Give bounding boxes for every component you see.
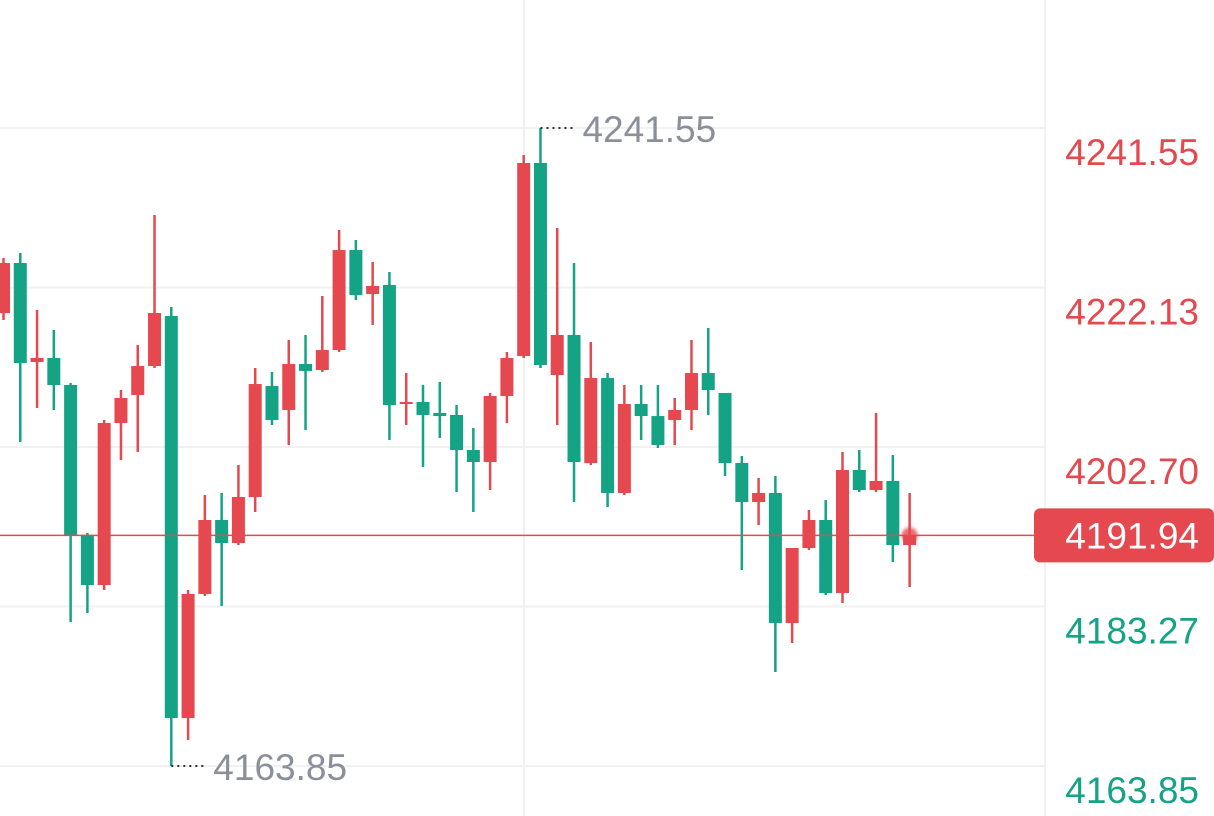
- candle-body: [617, 403, 631, 493]
- last-price-badge: [1034, 508, 1214, 563]
- candle-body: [248, 384, 262, 498]
- candle-body: [299, 363, 313, 371]
- last-price-dot: [901, 527, 918, 544]
- candle-body: [164, 316, 178, 719]
- candle-body: [567, 335, 581, 463]
- candle-body: [634, 403, 648, 417]
- candle-body: [701, 373, 715, 391]
- candle-body: [785, 547, 799, 624]
- candle-body: [80, 535, 94, 586]
- candle-body: [836, 469, 849, 593]
- candle-body: [416, 402, 430, 415]
- candle-body: [466, 450, 480, 463]
- max-annotation: 4241.55: [582, 109, 716, 150]
- candle-body: [500, 357, 514, 397]
- candle-body: [735, 463, 749, 503]
- candle-body: [382, 285, 396, 406]
- candle-body: [768, 492, 782, 624]
- y-tick-label: 4163.85: [1065, 770, 1199, 811]
- candle-body: [869, 480, 883, 491]
- candle-body: [584, 378, 598, 464]
- candle-body: [282, 363, 296, 410]
- candle-body: [366, 285, 380, 295]
- candle-body: [131, 366, 145, 396]
- candle-body: [802, 519, 816, 548]
- candle-body: [651, 416, 665, 446]
- candle-body: [332, 250, 346, 351]
- candle-body: [198, 519, 212, 594]
- candle-body: [64, 385, 78, 536]
- candle-body: [433, 413, 447, 417]
- candle-body: [349, 250, 363, 296]
- y-tick-label: 4241.55: [1065, 132, 1199, 173]
- candle-body: [30, 357, 44, 363]
- candle-body: [483, 396, 497, 463]
- min-annotation: 4163.85: [213, 747, 347, 788]
- candle-body: [852, 469, 866, 491]
- candle-body: [13, 262, 27, 364]
- candle-body: [517, 162, 531, 357]
- candle-body: [668, 409, 682, 420]
- candle-body: [97, 423, 111, 586]
- candle-body: [533, 162, 547, 365]
- candle-body: [399, 402, 413, 405]
- candle-body: [114, 397, 128, 424]
- candle-body: [181, 593, 195, 719]
- last-price-label: 4191.94: [1065, 515, 1199, 556]
- candle-body: [315, 350, 329, 370]
- candle-body: [718, 392, 732, 464]
- candle-body: [819, 519, 833, 593]
- y-tick-label: 4202.70: [1065, 451, 1199, 492]
- candle-body: [0, 262, 10, 313]
- y-tick-label: 4222.13: [1065, 291, 1199, 332]
- candle-body: [215, 519, 229, 543]
- candle-body: [265, 385, 279, 420]
- candle-body: [231, 497, 245, 543]
- candle-body: [148, 312, 162, 367]
- candle-body: [752, 492, 766, 503]
- candle-body: [684, 373, 698, 410]
- candle-body: [47, 357, 61, 386]
- candle-body: [886, 480, 900, 546]
- candle-body: [550, 335, 564, 375]
- candle-body: [450, 414, 464, 451]
- candle-body: [601, 378, 615, 493]
- y-tick-label: 4183.27: [1065, 611, 1199, 652]
